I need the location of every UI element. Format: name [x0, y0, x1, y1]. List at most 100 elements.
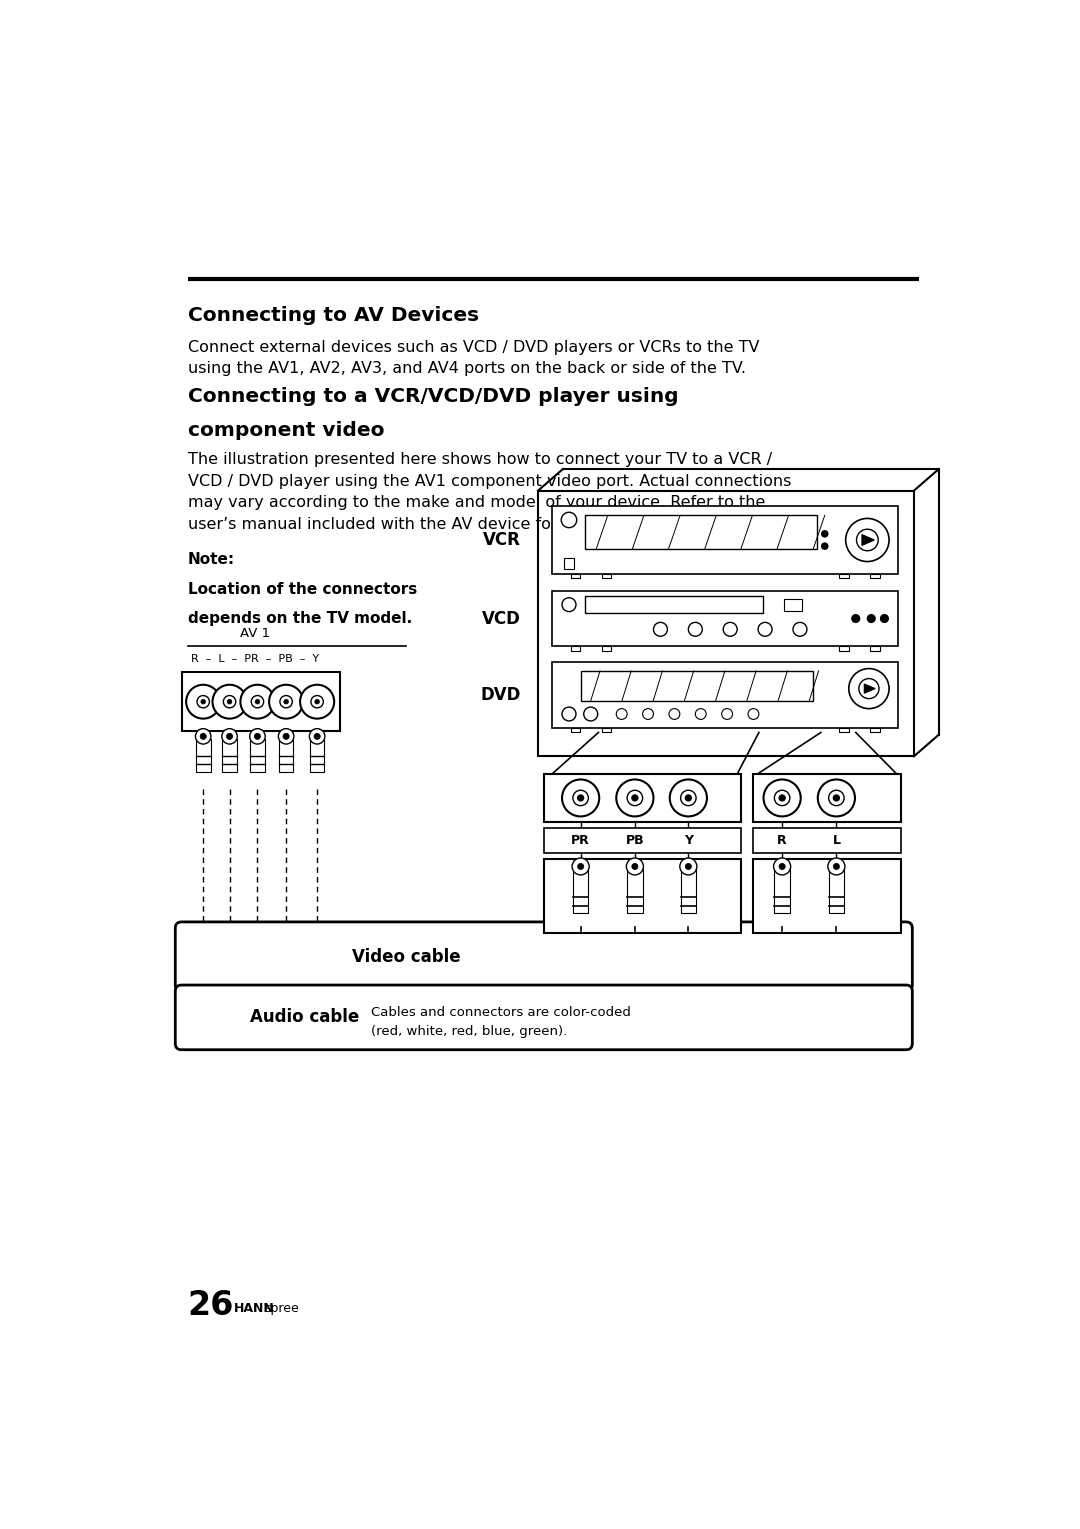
Circle shape: [880, 615, 888, 622]
Circle shape: [632, 795, 638, 801]
Circle shape: [224, 696, 235, 708]
Bar: [570, 573, 580, 578]
Bar: [602, 573, 611, 578]
Text: R: R: [778, 833, 787, 847]
Bar: [552, 590, 899, 647]
Circle shape: [572, 858, 590, 875]
Bar: [584, 596, 762, 613]
Circle shape: [572, 790, 589, 806]
Circle shape: [818, 780, 855, 816]
Circle shape: [724, 622, 738, 636]
FancyBboxPatch shape: [175, 922, 913, 991]
Circle shape: [617, 780, 653, 816]
Text: PR: PR: [571, 833, 590, 847]
Bar: [570, 728, 580, 732]
Text: Audio cable: Audio cable: [251, 1009, 360, 1026]
Circle shape: [773, 858, 791, 875]
FancyBboxPatch shape: [538, 491, 914, 757]
Bar: [754, 774, 901, 821]
FancyBboxPatch shape: [175, 985, 913, 1050]
Circle shape: [834, 795, 839, 801]
Bar: [839, 728, 849, 732]
Circle shape: [283, 734, 289, 740]
Circle shape: [670, 780, 707, 816]
Text: PB: PB: [625, 833, 644, 847]
Circle shape: [213, 685, 246, 719]
Circle shape: [195, 729, 211, 745]
Circle shape: [828, 858, 845, 875]
Circle shape: [583, 706, 597, 722]
Circle shape: [255, 699, 260, 703]
Polygon shape: [864, 683, 875, 693]
Bar: [552, 662, 899, 728]
Bar: [222, 739, 237, 772]
Bar: [570, 647, 580, 651]
Circle shape: [822, 543, 828, 549]
Circle shape: [221, 729, 238, 745]
Circle shape: [311, 696, 323, 708]
Text: The illustration presented here shows how to connect your TV to a VCR /
VCD / DV: The illustration presented here shows ho…: [188, 453, 791, 532]
Circle shape: [828, 790, 845, 806]
Circle shape: [849, 668, 889, 708]
Bar: [754, 829, 901, 853]
Circle shape: [578, 795, 583, 801]
Circle shape: [562, 598, 576, 612]
Bar: [627, 868, 643, 913]
Bar: [581, 671, 813, 700]
Circle shape: [562, 512, 577, 528]
Circle shape: [562, 706, 576, 722]
Circle shape: [822, 531, 828, 537]
Circle shape: [764, 780, 800, 816]
Bar: [544, 829, 741, 853]
Text: VCR: VCR: [483, 531, 521, 549]
Text: Connect external devices such as VCD / DVD players or VCRs to the TV
using the A: Connect external devices such as VCD / D…: [188, 339, 759, 376]
Circle shape: [721, 708, 732, 720]
Circle shape: [227, 699, 232, 703]
Bar: [602, 647, 611, 651]
Text: depends on the TV model.: depends on the TV model.: [188, 610, 411, 625]
Bar: [544, 774, 741, 821]
Circle shape: [779, 864, 785, 870]
Text: R  –  L  –  PR  –  PB  –  Y: R – L – PR – PB – Y: [191, 654, 320, 664]
Circle shape: [688, 622, 702, 636]
Bar: [181, 673, 340, 731]
Circle shape: [653, 622, 667, 636]
Circle shape: [643, 708, 653, 720]
Circle shape: [314, 699, 320, 703]
Circle shape: [834, 864, 839, 870]
Text: Connecting to a VCR/VCD/DVD player using: Connecting to a VCR/VCD/DVD player using: [188, 387, 678, 405]
Bar: [584, 515, 816, 549]
Bar: [195, 739, 211, 772]
Circle shape: [852, 615, 860, 622]
Bar: [828, 868, 845, 913]
Circle shape: [679, 858, 697, 875]
Polygon shape: [862, 535, 875, 546]
Circle shape: [758, 622, 772, 636]
Text: Location of the connectors: Location of the connectors: [188, 581, 417, 596]
Text: spree: spree: [265, 1303, 299, 1315]
Text: L: L: [833, 833, 840, 847]
Circle shape: [249, 729, 266, 745]
Circle shape: [252, 696, 264, 708]
Circle shape: [859, 679, 879, 699]
Bar: [572, 868, 589, 913]
Bar: [310, 739, 324, 772]
Circle shape: [241, 685, 274, 719]
Bar: [870, 647, 880, 651]
Circle shape: [280, 696, 293, 708]
Bar: [602, 728, 611, 732]
Circle shape: [300, 685, 334, 719]
Circle shape: [696, 708, 706, 720]
Circle shape: [774, 790, 789, 806]
Circle shape: [846, 518, 889, 561]
Circle shape: [685, 795, 691, 801]
Bar: [870, 728, 880, 732]
Text: (red, white, red, blue, green).: (red, white, red, blue, green).: [372, 1024, 568, 1038]
Circle shape: [867, 615, 875, 622]
Bar: [839, 573, 849, 578]
Bar: [251, 739, 265, 772]
Circle shape: [627, 790, 643, 806]
Text: component video: component video: [188, 422, 384, 440]
Text: Video cable: Video cable: [352, 948, 460, 965]
Circle shape: [309, 729, 325, 745]
